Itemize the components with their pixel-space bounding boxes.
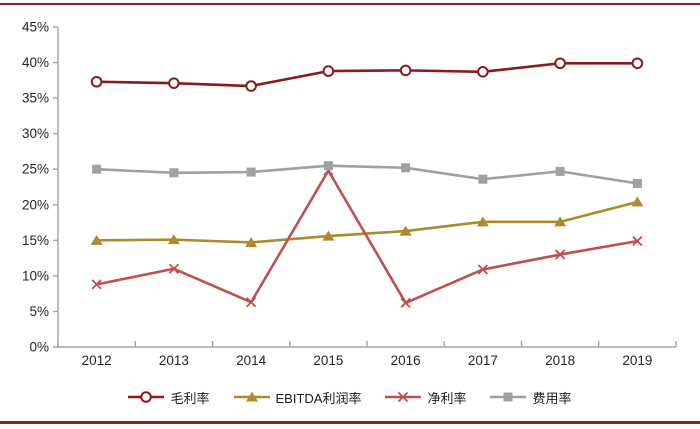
series-marker-gross-margin: [554, 57, 566, 70]
legend-key-triangle-icon: [233, 391, 270, 402]
series-marker-expense-ratio: [555, 166, 565, 176]
series-marker-ebitda-margin: [631, 196, 644, 207]
series-marker-gross-margin: [322, 65, 335, 77]
legend-item-gross-margin: 毛利率: [128, 388, 210, 407]
series-line-expense-ratio: [96, 164, 638, 185]
legend-item-expense-ratio: 费用率: [490, 388, 572, 407]
series-marker-ebitda-margin: [554, 216, 567, 227]
series-line-net-margin: [96, 169, 638, 305]
series-marker-net-margin: [632, 235, 643, 247]
y-axis-tick-label: 35%: [22, 91, 49, 106]
series-marker-net-margin: [554, 249, 566, 260]
series-marker-expense-ratio: [246, 167, 256, 177]
series-expense-ratio: [92, 161, 642, 188]
legend-key-square-icon: [490, 392, 527, 402]
series-marker-gross-margin: [245, 80, 257, 92]
series-marker-expense-ratio: [169, 168, 179, 178]
x-axis-tick-label: 2017: [468, 353, 498, 368]
y-axis-tick-label: 40%: [22, 55, 49, 70]
legend-marker-expense-ratio: [503, 392, 513, 402]
bottom-border-rule: [0, 421, 700, 424]
series-marker-net-margin: [400, 297, 411, 309]
y-axis-tick-label: 10%: [22, 268, 49, 283]
series-marker-expense-ratio: [323, 161, 333, 171]
series-line-gross-margin: [96, 61, 638, 88]
x-axis-tick-label: 2016: [391, 353, 421, 368]
series-marker-gross-margin: [631, 57, 644, 70]
x-axis-tick-label: 2014: [236, 353, 267, 368]
x-axis-tick-label: 2013: [159, 353, 189, 368]
legend-item-ebitda-margin: EBITDA利润率: [233, 388, 362, 407]
legend-marker-ebitda-margin: [245, 391, 258, 402]
y-axis-tick-label: 25%: [22, 162, 49, 177]
y-axis-tick-label: 15%: [22, 233, 49, 248]
series-marker-ebitda-margin: [167, 234, 180, 245]
series-marker-expense-ratio: [401, 163, 411, 173]
y-axis-tick-label: 5%: [29, 304, 49, 319]
series-marker-gross-margin: [477, 66, 489, 78]
series-ebitda-margin: [90, 196, 644, 247]
series-marker-net-margin: [91, 279, 102, 290]
legend-key-open-circle-icon: [128, 391, 165, 403]
legend-marker-net-margin: [398, 391, 409, 403]
series-marker-ebitda-margin: [90, 234, 103, 245]
series-marker-net-margin: [168, 263, 180, 274]
series-marker-expense-ratio: [478, 174, 488, 184]
series-marker-gross-margin: [168, 77, 180, 89]
y-axis-tick-label: 20%: [22, 197, 49, 212]
series-marker-net-margin: [477, 264, 489, 275]
chart-legend: 毛利率 EBITDA利润率 净利率 费用率: [0, 385, 700, 409]
y-axis-tick-label: 45%: [22, 20, 49, 35]
series-net-margin: [91, 165, 643, 309]
top-border-rule: [0, 3, 700, 5]
y-axis-tick-label: 0%: [29, 340, 49, 355]
series-marker-ebitda-margin: [322, 230, 335, 241]
x-axis-tick-label: 2015: [313, 353, 343, 368]
legend-label-expense-ratio: 费用率: [532, 390, 572, 406]
series-marker-ebitda-margin: [245, 236, 258, 247]
axis-lines: [57, 27, 676, 348]
legend-item-net-margin: 净利率: [385, 388, 466, 407]
series-marker-expense-ratio: [632, 178, 642, 188]
series-line-ebitda-margin: [96, 200, 638, 244]
series-marker-ebitda-margin: [476, 216, 489, 227]
series-gross-margin: [90, 57, 644, 92]
series-marker-gross-margin: [90, 75, 103, 88]
legend-key-x-icon: [385, 391, 422, 403]
x-axis-tick-label: 2019: [622, 353, 652, 368]
series-marker-expense-ratio: [92, 164, 102, 174]
x-axis-tick-label: 2018: [545, 353, 575, 368]
series-marker-net-margin: [245, 297, 257, 308]
x-axis-tick-label: 2012: [82, 353, 112, 368]
legend-label-gross-margin: 毛利率: [170, 390, 210, 406]
legend-label-ebitda-margin: EBITDA利润率: [275, 390, 362, 406]
line-chart: 0% 5% 10% 15% 20% 25% 30% 35% 40% 45% 2012 2013 2014…: [22, 20, 677, 368]
y-axis-tick-label: 30%: [22, 126, 49, 141]
series-marker-ebitda-margin: [399, 225, 412, 236]
series-marker-gross-margin: [399, 64, 412, 77]
legend-label-net-margin: 净利率: [427, 390, 467, 406]
legend-marker-gross-margin: [140, 391, 153, 403]
